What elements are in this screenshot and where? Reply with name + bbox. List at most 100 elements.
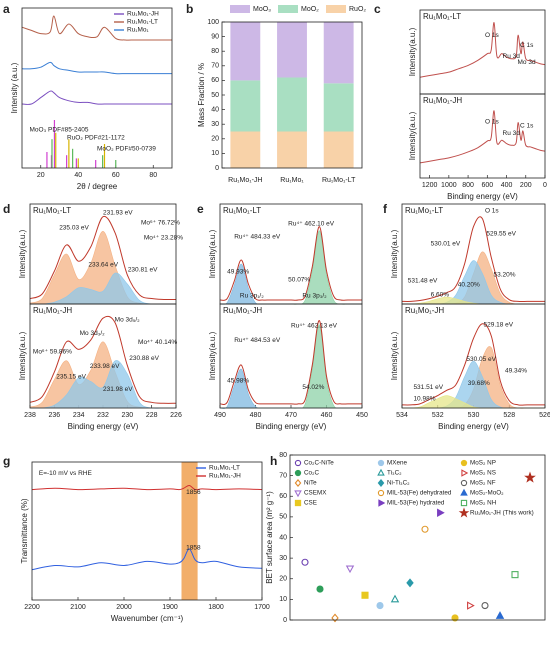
axes-frame [419,93,546,179]
x-tick-label: Ru₁Mo₁-JH [228,177,262,184]
legend-label: MoS₂ NF [470,480,496,487]
annotation: Ru 3d [503,53,521,60]
annotation: 531.51 eV [413,384,443,391]
marker [377,459,385,467]
x-tick-label: 400 [501,182,513,189]
x-tick-label: 600 [481,182,493,189]
bar-segment [230,131,261,168]
marker [390,594,400,603]
x-tick-label: 238 [24,412,36,419]
marker [301,558,309,566]
annotation: Ru⁴⁺ 462.13 eV [291,323,338,330]
annotation: Ru 3d [503,130,521,137]
annotation: 233.64 eV [88,262,118,269]
legend-label: NiTe [304,480,317,487]
x-tick-label: 232 [97,412,109,419]
bar-segment [277,131,307,168]
x-axis-label: Binding energy (eV) [68,422,139,431]
marker [495,611,505,619]
annotation: 54.02% [302,384,324,391]
legend-label: MXene [387,460,407,467]
legend-label: MoO₃ [253,6,271,13]
y-axis-label: Intensity(a.u.) [18,331,27,380]
legend-label: Ru₁Mo₁ [127,27,150,34]
data-line [401,323,545,406]
x-tick-label: 80 [149,172,157,179]
marker [481,602,489,610]
annotation: 1856 [186,489,201,496]
x-tick-label: 236 [48,412,60,419]
marker [467,601,475,610]
y-axis-label: BET surface area (m² g⁻¹) [265,491,274,584]
bar-segment [323,22,354,84]
annotation: 45.98% [227,378,249,385]
marker [345,565,355,574]
panel-letter: a [3,2,10,16]
x-tick-label: 60 [112,172,120,179]
y-axis-label: Intensity(a.u.) [408,27,417,76]
x-tick-label: 2000 [116,604,132,611]
bar-segment [323,83,354,132]
y-tick-label: 40 [279,534,287,541]
x-tick-label: 534 [396,412,408,419]
x-axis-label: Binding energy (eV) [447,192,518,201]
y-tick-label: 20 [279,576,287,583]
data-line [31,484,263,491]
annotation: 230.88 eV [129,355,159,362]
marker [460,488,468,496]
data-line [419,110,546,164]
panel-letter: c [374,2,381,16]
x-tick-label: 1900 [162,604,178,611]
y-axis-label: Intensity(a.u.) [390,229,399,278]
legend-label: MoS₂ NH [470,500,497,507]
marker [511,571,519,579]
legend-label: CSE [304,500,317,507]
annotation: Ru⁴⁺ 484.33 eV [234,234,281,241]
marker [437,508,445,517]
data-line [29,315,177,404]
subplot-label: Ru₁Mo₁-LT [223,206,261,215]
y-tick-label: 30 [279,555,287,562]
axes-frame [419,9,546,95]
reference-label: RuO₂ PDF#21-1172 [67,134,125,141]
y-tick-label: 0 [283,617,287,624]
x-tick-label: 532 [432,412,444,419]
x-tick-label: 530 [468,412,480,419]
panel-letter: e [197,202,204,216]
annotation: 235.03 eV [59,225,89,232]
panel-letter: d [3,202,10,216]
annotation: Mo⁶⁺ 59.86% [33,349,72,356]
subplot-label: Ru₁Mo₁-LT [33,206,71,215]
annotation: Mo 3d [518,59,536,66]
annotation: 50.07% [288,277,310,284]
axes-frame [21,7,173,169]
marker [461,469,469,477]
axes-frame [219,303,363,409]
annotation: Ru⁴⁺ 462.10 eV [288,221,335,228]
x-tick-label: 800 [462,182,474,189]
bar-segment [277,77,307,132]
x-tick-label: 1700 [254,604,270,611]
legend-label: MIL-53(Fe) hydrated [387,500,445,507]
x-tick-label: 234 [73,412,85,419]
y-axis-label: Intensity(a.u.) [390,331,399,380]
marker [377,468,385,476]
data-line [21,61,172,75]
subplot-label: Ru₁Mo₁-LT [423,12,461,21]
legend-swatch [230,5,250,13]
x-tick-label: 526 [539,412,550,419]
legend-label: CSEMX [304,490,327,497]
annotation: Mo 3d₃/₂ [80,330,106,337]
marker [460,459,468,467]
annotation: 49.34% [505,367,527,374]
marker [524,471,536,483]
axes-frame [31,461,263,601]
x-tick-label: 228 [146,412,158,419]
x-axis-label: 2θ / degree [77,182,118,191]
bar-segment [230,80,261,132]
data-line [21,15,172,41]
bar-segment [323,131,354,168]
marker [451,614,459,622]
y-tick-label: 30 [211,121,219,128]
y-tick-label: 70 [279,472,287,479]
